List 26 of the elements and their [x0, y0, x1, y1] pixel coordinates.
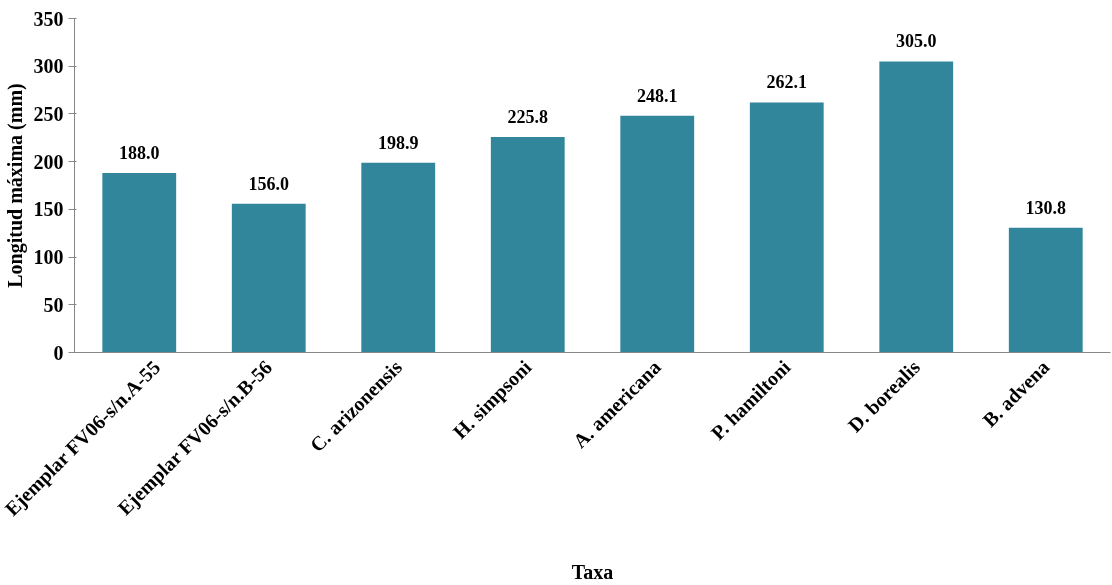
y-tick-label: 150: [33, 198, 64, 221]
data-label: 305.0: [896, 31, 937, 52]
y-tick-label: 100: [33, 246, 64, 269]
data-label: 198.9: [378, 132, 419, 153]
bar: [102, 173, 177, 353]
y-tick-label: 350: [33, 7, 64, 30]
bar: [879, 61, 954, 353]
data-label: 248.1: [637, 85, 678, 106]
y-axis-title: Longitud máxima (mm): [3, 83, 27, 288]
bar: [1008, 227, 1083, 353]
bar: [749, 102, 824, 353]
y-tick-label: 200: [33, 150, 64, 173]
bar: [361, 162, 436, 353]
data-label: 225.8: [507, 107, 548, 128]
data-label: 130.8: [1025, 197, 1066, 218]
x-axis-title: Taxa: [571, 560, 614, 583]
data-label: 262.1: [766, 72, 807, 93]
y-tick-label: 50: [43, 293, 64, 316]
data-label: 188.0: [119, 143, 160, 164]
bar: [490, 137, 565, 353]
y-tick-label: 250: [33, 102, 64, 125]
y-tick-label: 300: [33, 55, 64, 78]
bar: [620, 115, 695, 353]
y-tick-label: 0: [53, 341, 64, 364]
data-label: 156.0: [248, 173, 289, 194]
bar: [231, 203, 306, 353]
